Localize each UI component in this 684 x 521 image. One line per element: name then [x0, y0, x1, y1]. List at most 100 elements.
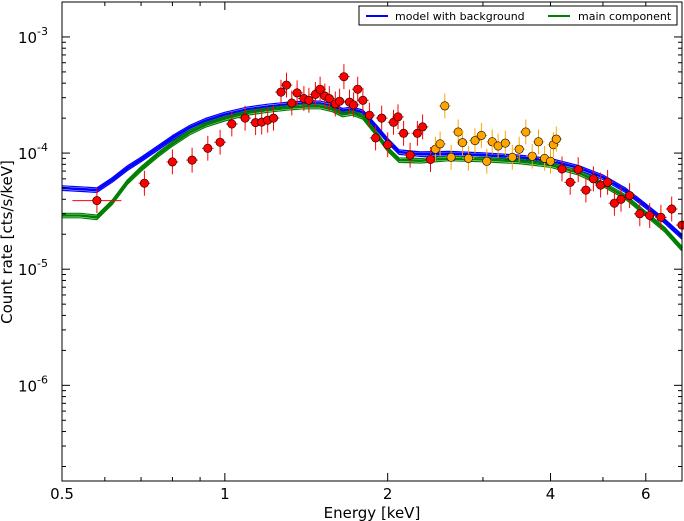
model-lines: [61, 100, 683, 252]
red-data-point-marker: [268, 113, 278, 123]
red-data-point-marker: [371, 133, 381, 143]
axis-ticks: 0.5 1 2 4 6 10-6 10-5 10-4 10-3: [18, 1, 683, 503]
red-data-point: [411, 120, 424, 146]
red-data-point-marker: [353, 84, 363, 94]
legend-label-model: model with background: [395, 10, 525, 23]
red-data-point-marker: [304, 95, 314, 105]
red-data-point-marker: [187, 155, 197, 165]
orange-data-point-marker: [435, 139, 445, 149]
orange-data-point-marker: [527, 151, 537, 161]
red-data-point-marker: [287, 98, 297, 108]
red-data-point-marker: [276, 87, 286, 97]
red-data-point: [323, 86, 336, 111]
red-data-point: [416, 114, 429, 140]
red-data-point: [397, 120, 410, 146]
red-data-point-marker: [616, 194, 626, 204]
orange-data-point-marker: [457, 138, 467, 148]
red-data-point: [166, 149, 179, 175]
orange-data-point-marker: [533, 137, 543, 147]
red-data-point: [587, 166, 600, 192]
red-data-point: [381, 132, 394, 158]
red-data-point-marker: [573, 165, 583, 175]
red-data-point: [643, 203, 656, 228]
red-data-point: [239, 105, 251, 131]
red-data-point: [202, 135, 214, 161]
data-points: [72, 64, 684, 238]
red-data-point: [226, 111, 238, 137]
red-data-point-marker: [425, 155, 435, 165]
red-data-point: [275, 79, 287, 105]
orange-data-point-marker: [482, 156, 492, 166]
orange-data-point: [506, 144, 519, 170]
red-data-point: [351, 76, 364, 102]
red-data-point-marker: [364, 110, 374, 120]
x-tick-label: 1: [220, 485, 230, 503]
red-data-point: [375, 105, 388, 131]
red-data-point-marker: [349, 100, 359, 110]
red-data-point-marker: [335, 96, 345, 106]
red-data-point: [608, 190, 621, 216]
red-data-point-marker: [292, 88, 302, 98]
red-data-point-marker: [215, 137, 225, 147]
red-data-point-marker: [377, 113, 387, 123]
red-data-point: [623, 183, 636, 209]
legend: model with background main component: [358, 5, 678, 26]
red-data-point: [363, 102, 376, 128]
red-data-point-marker: [405, 150, 415, 160]
red-data-point-marker: [227, 119, 237, 129]
orange-data-point: [520, 119, 532, 145]
red-data-point: [424, 147, 437, 172]
y-tick-label: 10-3: [18, 25, 48, 47]
red-data-point: [404, 142, 416, 168]
orange-data-point: [532, 129, 545, 155]
orange-data-point-marker: [440, 101, 450, 111]
red-data-point: [138, 170, 151, 196]
red-data-point-marker: [281, 80, 291, 90]
red-data-point-marker: [625, 191, 635, 201]
orange-data-point-marker: [470, 136, 480, 146]
red-data-point: [556, 156, 568, 182]
red-data-point: [286, 90, 298, 116]
orange-data-point: [526, 143, 538, 169]
red-data-point: [357, 87, 369, 113]
red-data-point-marker: [667, 204, 677, 214]
red-data-point: [72, 188, 122, 213]
red-data-point: [369, 125, 382, 151]
red-data-point-marker: [609, 198, 619, 208]
orange-data-point: [469, 128, 481, 154]
model-with-background-line-central: [61, 102, 683, 238]
red-data-point: [392, 104, 404, 130]
orange-data-point: [462, 145, 475, 171]
red-data-point-marker: [656, 212, 666, 222]
red-data-point-marker: [603, 177, 613, 187]
red-data-point-marker: [418, 122, 428, 132]
red-data-point: [267, 105, 280, 131]
red-data-point: [333, 88, 346, 114]
red-data-point-marker: [393, 112, 403, 122]
orange-data-point: [544, 148, 557, 174]
orange-data-point: [492, 133, 504, 159]
red-data-point: [347, 92, 360, 118]
legend-label-main: main component: [578, 10, 672, 23]
red-data-point: [280, 72, 293, 98]
orange-data-point: [513, 136, 525, 162]
x-tick-label: 4: [546, 485, 556, 503]
red-data-point: [186, 147, 198, 173]
orange-data-point: [439, 93, 451, 119]
red-data-point: [291, 80, 303, 106]
red-data-point: [665, 196, 678, 222]
y-tick-label: 10-5: [18, 257, 48, 279]
red-data-point: [214, 129, 226, 155]
orange-data-point: [434, 131, 446, 157]
orange-data-point: [499, 130, 512, 156]
y-axis-title: Count rate [cts/s/keV]: [0, 160, 16, 324]
red-data-point: [634, 201, 646, 227]
red-data-point-marker: [383, 140, 393, 150]
orange-data-point-marker: [453, 127, 463, 137]
orange-data-point-marker: [521, 127, 531, 137]
red-data-point-marker: [677, 220, 684, 230]
red-data-point-marker: [139, 178, 149, 188]
orange-data-point-marker: [446, 152, 456, 162]
red-data-point-marker: [588, 174, 598, 184]
